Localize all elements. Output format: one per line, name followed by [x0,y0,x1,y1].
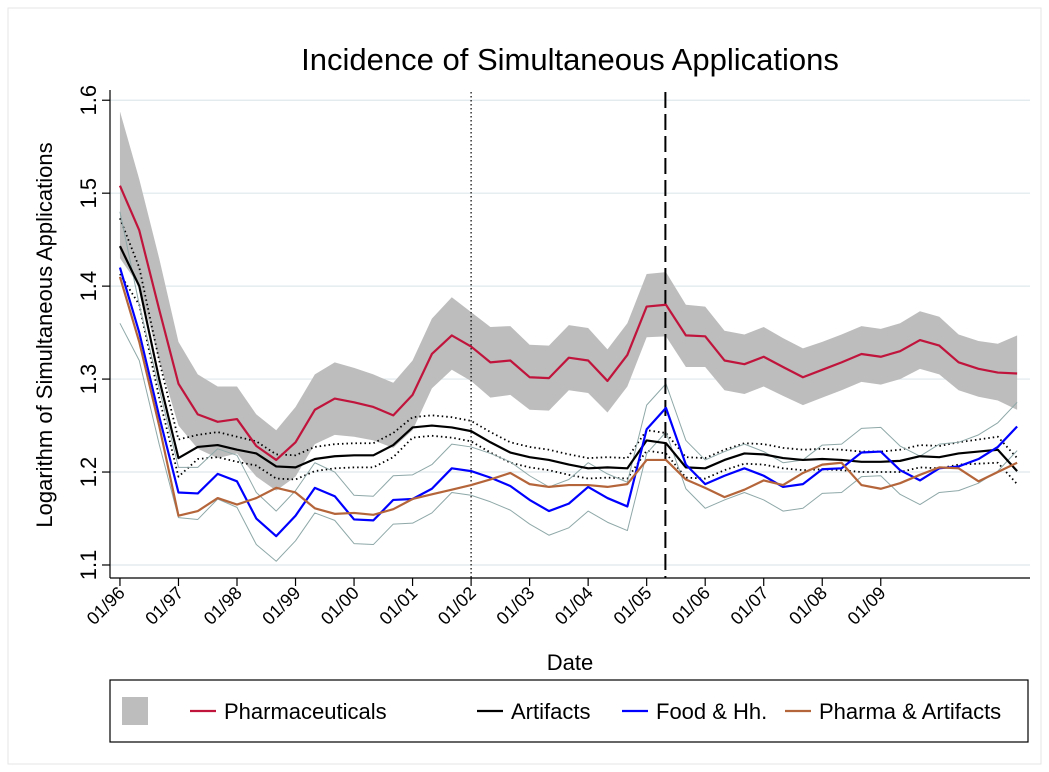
chart-title: Incidence of Simultaneous Applications [301,42,839,77]
ci-line [119,323,1018,562]
ci-line [119,217,1018,459]
y-tick-label: 1.3 [76,364,101,395]
series-line [118,276,1018,517]
y-tick-label: 1.2 [76,457,101,488]
legend-label: Artifacts [511,699,590,724]
legend-swatch [122,697,148,725]
ci-line [119,273,1018,485]
x-axis-label: Date [547,650,593,675]
legend: Pharmaceuticals Artifacts Food & Hh. Pharma… [109,679,1029,743]
y-tick-label: 1.5 [76,178,101,209]
series-line [118,267,1018,538]
legend-box [109,679,1029,743]
series-line [118,185,1018,462]
y-tick-label: 1.1 [76,550,101,581]
series-line [118,245,1018,472]
confidence-band [119,111,1018,491]
y-tick-label: 1.6 [76,85,101,116]
y-axis-label: Logarithm of Simultaneous Applications [32,142,57,527]
ci-line [119,211,1018,512]
legend-label: Food & Hh. [656,699,767,724]
legend-label: Pharma & Artifacts [819,699,1001,724]
y-tick-label: 1.4 [76,271,101,302]
legend-label: Pharmaceuticals [224,699,387,724]
